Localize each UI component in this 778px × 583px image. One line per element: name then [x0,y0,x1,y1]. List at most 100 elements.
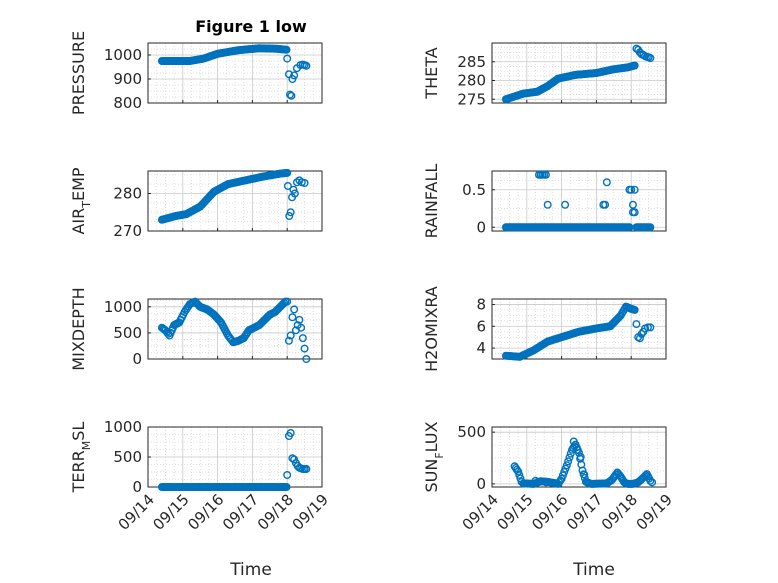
data-point [646,476,655,485]
y-axis-label: SUNFLUX [422,421,446,492]
y-axis-label: MIXDEPTH [69,287,88,370]
data-point [543,200,552,209]
data-point [283,471,292,480]
y-label-subscript: F [433,452,446,458]
panel-pressure: 800 900 1000 PRESSURE [69,31,323,115]
data-point [290,189,299,198]
data-point [646,223,655,232]
data-point [635,334,644,343]
axes-border [147,298,323,360]
y-tick-label: 0 [132,350,142,368]
data-point [564,457,573,466]
data-point [300,344,309,353]
y-axis-label: AIRTEMP [69,167,93,234]
y-label-rest: LUX [422,421,441,452]
y-tick-label: 1000 [104,46,142,64]
panel-air-temp: 270 280 AIRTEMP [69,167,323,240]
y-tick-label: 8 [476,295,486,313]
y-axis-label: PRESSURE [69,31,88,115]
data-point [627,185,636,194]
y-label-subscript: M [80,441,93,451]
data-point [283,297,292,306]
figure-title: Figure 1 low [195,17,307,36]
data-point [283,181,292,190]
x-tick-label: 09/16 [184,491,227,534]
y-label-rest: EMP [69,167,88,201]
panel-h2omixra: 4 6 8 H2OMIXRA [422,286,667,372]
y-tick-label: 280 [457,72,486,90]
data-point [286,208,295,217]
data-point [285,90,294,99]
x-tick-label: 09/19 [633,491,676,534]
y-tick-label: 500 [113,448,142,466]
data-point [286,429,295,438]
data-point [569,437,578,446]
data-point [298,334,307,343]
data-point [282,45,291,54]
y-label-main: TERR [69,450,88,493]
data-point [643,323,652,332]
x-tick-label: 09/17 [219,491,262,534]
x-axis-label-right: Time [572,560,615,580]
y-tick-label: 275 [457,90,486,108]
x-tick-label: 09/16 [528,491,571,534]
data-point [578,466,587,475]
data-point [289,185,298,194]
axes-border [491,42,667,104]
data-point [541,478,550,487]
data-point [300,178,309,187]
y-axis-label: TERRMSL [69,422,93,494]
data-point [531,476,540,485]
data-point [287,91,296,100]
y-tick-label: 1000 [104,418,142,436]
data-point [648,478,657,487]
panel-mixdepth: 0 500 1000 MIXDEPTH [69,287,323,371]
y-label-subscript: T [80,201,93,209]
data-point [601,200,610,209]
x-tick-label: 09/14 [459,491,502,534]
data-point [288,313,297,322]
data-point [562,461,571,470]
data-point [297,323,306,332]
data-point [286,331,295,340]
x-tick-label: 09/17 [563,491,606,534]
y-tick-label: 4 [476,339,486,357]
x-tick-label: 09/15 [493,491,536,534]
data-point [637,329,646,338]
data-point [646,323,655,332]
y-axis-label: THETA [422,47,441,99]
axes-border [491,298,667,360]
y-tick-label: 0 [476,475,486,493]
axes-border [147,170,323,232]
y-tick-label: 1000 [104,298,142,316]
data-point [630,208,639,217]
x-tick-label: 09/15 [149,491,192,534]
y-tick-label: 285 [457,53,486,71]
data-point [285,211,294,220]
data-point [573,445,582,454]
data-point [302,465,311,474]
y-label-main: SUN [422,459,441,493]
data-point [630,61,639,70]
y-tick-label: 280 [113,185,142,203]
data-point [646,54,655,63]
data-point [282,483,291,492]
data-point [565,453,574,462]
y-tick-label: 0 [476,218,486,236]
x-axis-label-left: Time [229,560,272,580]
data-point [515,470,524,479]
y-tick-label: 270 [113,222,142,240]
y-axis-label: RAINFALL [422,164,441,239]
data-point [541,170,550,179]
data-point [561,200,570,209]
data-point [284,336,293,345]
data-point [580,470,589,479]
data-point [576,453,585,462]
data-point [290,305,299,314]
axes-border [491,426,667,488]
data-point [630,305,639,314]
